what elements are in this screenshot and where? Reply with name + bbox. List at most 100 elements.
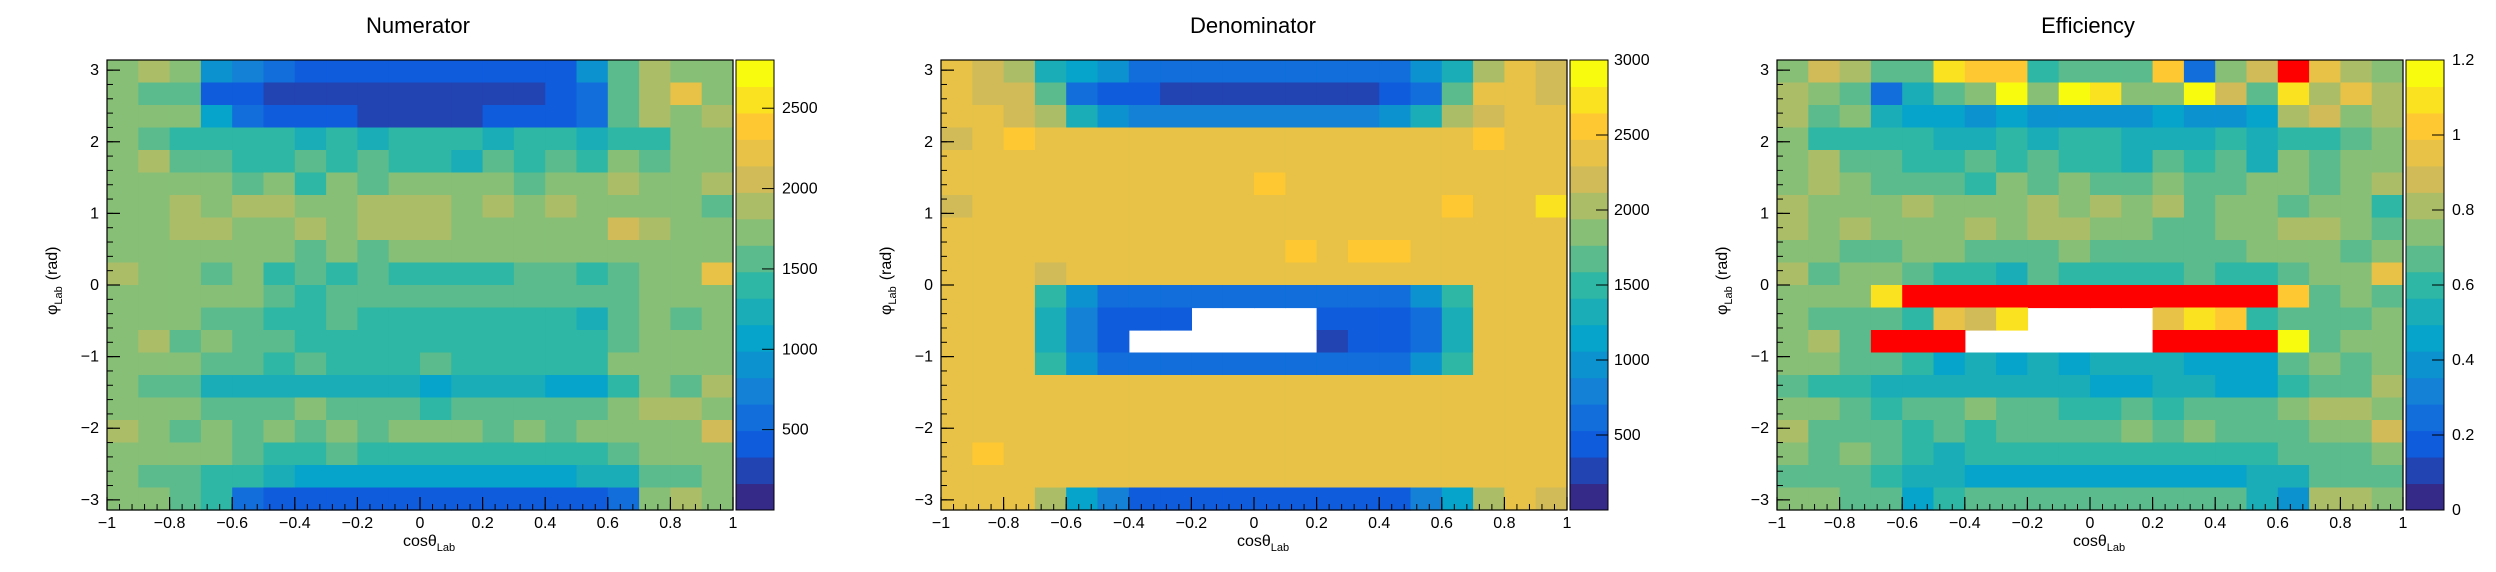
- heatmap-cell: [576, 82, 609, 106]
- heatmap-cell: [482, 105, 515, 129]
- heatmap-cell: [639, 307, 671, 331]
- heatmap-cell: [1870, 195, 1903, 219]
- heatmap-cell: [451, 442, 484, 466]
- heatmap-cell: [1222, 285, 1255, 309]
- heatmap-cell: [232, 240, 265, 264]
- heatmap-cell: [2340, 442, 2373, 466]
- x-tick-label: 0: [416, 515, 425, 532]
- color-bar-tick-label: 0.4: [2452, 352, 2474, 369]
- heatmap-cell: [169, 375, 202, 399]
- heatmap-cell: [1808, 172, 1841, 196]
- heatmap-cell: [2058, 375, 2091, 399]
- heatmap-cell: [639, 195, 671, 219]
- heatmap-cell: [138, 285, 171, 309]
- color-bar-segment: [1570, 377, 1608, 405]
- heatmap-cell: [2183, 240, 2216, 264]
- heatmap-cell: [1777, 442, 1809, 466]
- x-tick-label: 0.8: [2329, 515, 2351, 532]
- heatmap-cell: [1808, 240, 1841, 264]
- heatmap-cell: [2340, 127, 2373, 151]
- heatmap-cell: [1003, 82, 1036, 106]
- heatmap-cell: [1160, 195, 1192, 219]
- heatmap-cell: [1034, 82, 1067, 106]
- heatmap-cell: [1410, 82, 1443, 106]
- color-bar-tick-label: 0: [2452, 502, 2461, 519]
- heatmap-cell: [1933, 217, 1966, 241]
- heatmap-cell: [1285, 397, 1318, 421]
- heatmap-cell: [1441, 60, 1474, 84]
- heatmap-cell: [2027, 487, 2060, 511]
- heatmap-cell: [482, 262, 515, 286]
- heatmap-cell: [263, 150, 296, 174]
- y-tick-label: −1: [81, 349, 99, 366]
- heatmap-cell: [1996, 307, 2028, 331]
- color-bar-segment: [1570, 404, 1608, 432]
- heatmap-cell: [1441, 307, 1474, 331]
- heatmap-cell: [1933, 465, 1966, 489]
- color-bar-segment: [2406, 192, 2444, 220]
- heatmap-cell: [1191, 442, 1224, 466]
- color-bar-segment: [736, 324, 774, 352]
- heatmap-cell: [2277, 105, 2310, 129]
- color-bar-segment: [2406, 351, 2444, 379]
- heatmap-cell: [1254, 285, 1286, 309]
- heatmap-cell: [169, 60, 202, 84]
- heatmap-cell: [1535, 465, 1568, 489]
- heatmap-cell: [482, 307, 515, 331]
- heatmap-cell: [1870, 397, 1903, 421]
- heatmap-cell: [607, 330, 640, 354]
- heatmap-cell: [1441, 285, 1474, 309]
- heatmap-cell: [1410, 172, 1443, 196]
- color-bar-frame: [735, 59, 775, 511]
- heatmap-cell: [1097, 82, 1130, 106]
- heatmap-cell: [169, 352, 202, 376]
- heatmap-cell: [2090, 82, 2122, 106]
- heatmap-cell: [1285, 217, 1318, 241]
- heatmap-cell: [263, 82, 296, 106]
- heatmap-cell: [1964, 217, 1997, 241]
- heatmap-cell: [1902, 127, 1935, 151]
- heatmap-cell: [1839, 127, 1872, 151]
- heatmap-cell: [482, 150, 515, 174]
- heatmap-cell: [1316, 442, 1349, 466]
- heatmap-cell: [1473, 172, 1505, 196]
- color-bar-segment: [736, 377, 774, 405]
- heatmap-cell: [388, 330, 421, 354]
- heatmap-cell: [1839, 330, 1872, 354]
- heatmap-cell: [545, 487, 578, 511]
- heatmap-cell: [1222, 150, 1255, 174]
- heatmap-cell: [545, 420, 578, 444]
- heatmap-cell: [941, 105, 973, 129]
- heatmap-cell: [1870, 150, 1903, 174]
- x-tick-label: 0.6: [597, 515, 619, 532]
- heatmap-cell: [357, 127, 390, 151]
- y-tick-label: −2: [915, 420, 933, 437]
- heatmap-cell: [2183, 487, 2216, 511]
- heatmap-cell: [1160, 307, 1192, 331]
- heatmap-cell: [1316, 195, 1349, 219]
- heatmap-cell: [2183, 150, 2216, 174]
- heatmap-cell: [420, 195, 452, 219]
- heatmap-cell: [482, 487, 515, 511]
- heatmap-cell: [2215, 307, 2248, 331]
- heatmap-cell: [326, 465, 358, 489]
- heatmap-cell: [451, 150, 484, 174]
- heatmap-cell: [2246, 420, 2279, 444]
- heatmap-cell: [1808, 465, 1841, 489]
- heatmap-cell: [1996, 375, 2028, 399]
- heatmap-cell: [2090, 375, 2122, 399]
- heatmap-cell: [1128, 352, 1161, 376]
- heatmap-cell: [232, 352, 265, 376]
- heatmap-cell: [1003, 240, 1036, 264]
- heatmap-cell: [169, 397, 202, 421]
- heatmap-cell: [2090, 285, 2122, 309]
- heatmap-cell: [169, 307, 202, 331]
- heatmap-cell: [670, 487, 703, 511]
- heatmap-cell: [2121, 127, 2154, 151]
- heatmap-cell: [639, 352, 671, 376]
- color-bar-segment: [2406, 377, 2444, 405]
- heatmap-cell: [1066, 307, 1099, 331]
- heatmap-cell: [2309, 465, 2341, 489]
- y-tick-label: −2: [1751, 420, 1769, 437]
- heatmap-cell: [1034, 172, 1067, 196]
